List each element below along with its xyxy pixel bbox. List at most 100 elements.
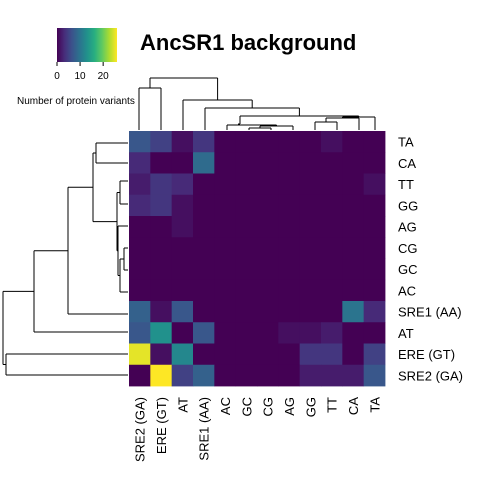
column-label: TT — [325, 397, 340, 413]
chart-title: AncSR1 background — [140, 30, 356, 55]
row-label: CG — [398, 241, 418, 256]
heatmap-cell — [193, 364, 215, 387]
heatmap-cell — [193, 279, 215, 302]
heatmap-cell — [193, 258, 215, 281]
heatmap-cell — [257, 194, 279, 217]
heatmap-cell — [235, 279, 258, 302]
heatmap-cell — [278, 301, 301, 323]
heatmap-cell — [342, 152, 365, 174]
heatmap-cell — [363, 258, 386, 281]
heatmap-cell — [193, 322, 215, 344]
column-label: CA — [346, 397, 361, 415]
heatmap-cell — [363, 343, 386, 366]
heatmap-cell — [321, 194, 343, 217]
heatmap-cell — [150, 131, 173, 153]
heatmap-cell — [278, 364, 301, 387]
heatmap-cell — [299, 152, 322, 174]
heatmap-cell — [342, 173, 365, 196]
column-label: GG — [303, 397, 318, 417]
row-label: ERE (GT) — [398, 347, 455, 362]
heatmap-cell — [299, 322, 322, 344]
heatmap-cell — [171, 216, 194, 238]
heatmap-cell — [342, 237, 365, 259]
heatmap-cell — [235, 131, 258, 153]
heatmap-cell — [321, 131, 343, 153]
heatmap-cell — [235, 173, 258, 196]
column-label: AC — [218, 397, 233, 415]
heatmap-cell — [150, 279, 173, 302]
heatmap-cell — [171, 173, 194, 196]
heatmap-cell — [214, 322, 237, 344]
column-dendrogram — [138, 77, 376, 130]
heatmap-cell — [257, 131, 279, 153]
heatmap-cell — [278, 258, 301, 281]
heatmap-cell — [193, 194, 215, 217]
heatmap-cell — [214, 173, 237, 196]
heatmap-cell — [235, 343, 258, 366]
heatmap-cell — [171, 322, 194, 344]
heatmap-cell — [363, 194, 386, 217]
heatmap-cell — [278, 343, 301, 366]
heatmap-cell — [363, 364, 386, 387]
heatmap-cell — [257, 279, 279, 302]
colorbar — [57, 28, 117, 62]
heatmap-cell — [129, 301, 151, 323]
heatmap-cell — [150, 343, 173, 366]
heatmap-cell — [299, 364, 322, 387]
heatmap-cell — [171, 152, 194, 174]
heatmap-cell — [321, 279, 343, 302]
heatmap-cell — [342, 258, 365, 281]
heatmap-cell — [129, 194, 151, 217]
heatmap-cell — [363, 131, 386, 153]
heatmap-cell — [257, 364, 279, 387]
heatmap-cell — [129, 173, 151, 196]
heatmap-cell — [299, 173, 322, 196]
heatmap-cell — [214, 237, 237, 259]
heatmap-cell — [257, 322, 279, 344]
column-label: SRE2 (GA) — [133, 397, 148, 462]
heatmap-cell — [171, 343, 194, 366]
heatmap-cell — [363, 237, 386, 259]
heatmap-cell — [342, 194, 365, 217]
heatmap-cell — [278, 279, 301, 302]
heatmap-cell — [299, 279, 322, 302]
column-labels: SRE2 (GA) ERE (GT) AT SRE1 (AA) AC GC CG AG GG TT… — [133, 397, 383, 462]
heatmap-cell — [278, 173, 301, 196]
heatmap-cell — [299, 301, 322, 323]
heatmap-cell — [129, 131, 151, 153]
heatmap-cell — [363, 216, 386, 238]
heatmap-cell — [278, 152, 301, 174]
column-label: AG — [282, 397, 297, 416]
row-label: GC — [398, 262, 418, 277]
heatmap-cell — [342, 364, 365, 387]
heatmap-cell — [342, 322, 365, 344]
row-label: GG — [398, 198, 418, 213]
heatmap-cell — [129, 279, 151, 302]
heatmap-cell — [129, 322, 151, 344]
heatmap-cell — [235, 194, 258, 217]
heatmap-cells — [129, 131, 386, 387]
heatmap-cell — [150, 194, 173, 217]
heatmap-cell — [235, 301, 258, 323]
heatmap-cell — [129, 343, 151, 366]
heatmap-cell — [171, 131, 194, 153]
heatmap-cell — [299, 194, 322, 217]
heatmap-cell — [342, 279, 365, 302]
heatmap-cell — [278, 322, 301, 344]
heatmap-cell — [278, 131, 301, 153]
row-dendrogram — [2, 142, 128, 376]
heatmap-cell — [257, 216, 279, 238]
heatmap-cell — [150, 237, 173, 259]
heatmap-cell — [299, 131, 322, 153]
heatmap-cell — [321, 173, 343, 196]
heatmap-cell — [235, 258, 258, 281]
heatmap-cell — [129, 152, 151, 174]
heatmap-cell — [129, 364, 151, 387]
heatmap-cell — [214, 194, 237, 217]
heatmap-cell — [214, 131, 237, 153]
heatmap-cell — [363, 152, 386, 174]
column-label: ERE (GT) — [154, 397, 169, 454]
heatmap-cell — [193, 301, 215, 323]
heatmap-cell — [150, 152, 173, 174]
heatmap-cell — [171, 279, 194, 302]
